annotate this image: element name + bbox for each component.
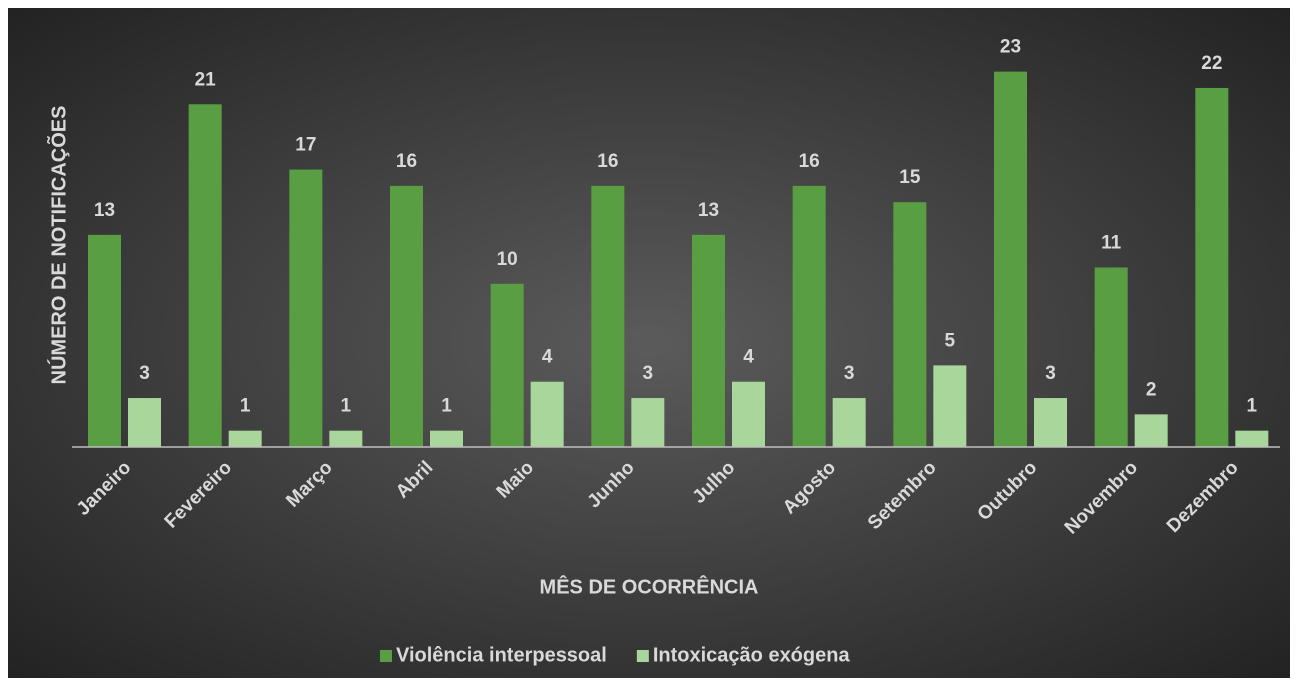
bar — [692, 234, 725, 447]
bar — [530, 381, 564, 447]
data-label: 1 — [441, 396, 452, 417]
bar — [832, 398, 866, 447]
legend-swatch — [636, 650, 649, 662]
data-label: 17 — [295, 135, 316, 156]
bar — [390, 185, 423, 447]
data-label: 23 — [1000, 37, 1021, 58]
bar — [994, 71, 1027, 447]
bar — [933, 365, 967, 447]
data-label: 3 — [844, 363, 855, 384]
bar — [1134, 414, 1168, 447]
data-label: 16 — [799, 151, 820, 172]
data-label: 3 — [1045, 363, 1056, 384]
data-label: 1 — [240, 396, 251, 417]
bar — [591, 185, 625, 447]
data-label: 21 — [195, 69, 217, 90]
bar — [1034, 398, 1067, 447]
legend-swatch — [380, 650, 392, 662]
bar — [289, 169, 323, 447]
bar — [631, 398, 665, 447]
data-label: 4 — [542, 347, 553, 368]
data-label: 2 — [1146, 379, 1157, 400]
bar — [1094, 267, 1128, 447]
data-label: 1 — [1247, 396, 1258, 417]
data-label: 3 — [139, 363, 150, 384]
bar — [329, 430, 363, 447]
data-label: 13 — [698, 200, 719, 221]
legend-label: Violência interpessoal — [396, 644, 607, 666]
bar — [732, 381, 765, 447]
data-label: 3 — [643, 363, 654, 384]
data-label: 5 — [945, 330, 956, 351]
bar — [228, 430, 262, 447]
bar — [1195, 87, 1229, 448]
bar — [430, 430, 463, 447]
data-label: 4 — [743, 347, 754, 368]
bar — [128, 398, 161, 447]
bar — [792, 185, 826, 447]
data-label: 1 — [341, 396, 352, 417]
bar — [188, 104, 222, 447]
data-label: 10 — [497, 249, 518, 270]
bar — [1235, 430, 1269, 447]
data-label: 16 — [396, 151, 417, 172]
data-label: 11 — [1101, 232, 1122, 253]
y-axis-title: NÚMERO DE NOTIFICAÇÕES — [46, 106, 70, 385]
data-label: 15 — [899, 167, 921, 188]
bar — [88, 234, 121, 447]
data-label: 22 — [1201, 53, 1222, 74]
data-label: 13 — [94, 200, 115, 221]
x-axis-title: MÊS DE OCORRÊNCIA — [540, 574, 759, 598]
bar — [893, 202, 927, 447]
legend-label: Intoxicação exógena — [653, 644, 851, 666]
bar — [490, 283, 524, 447]
data-label: 16 — [597, 151, 618, 172]
